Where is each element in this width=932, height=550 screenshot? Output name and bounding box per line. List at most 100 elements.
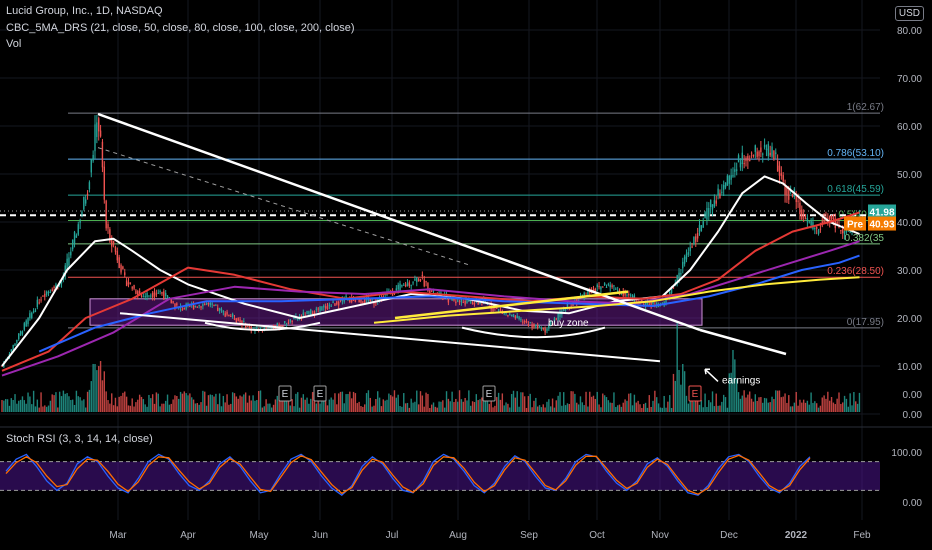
candle <box>421 274 424 276</box>
volume-bar <box>473 402 476 412</box>
candle <box>53 286 55 288</box>
time-axis[interactable]: Mar Apr May Jun Jul Aug Sep Oct Nov Dec 2022 Feb <box>109 530 871 541</box>
candle <box>514 316 517 319</box>
volume-bar <box>728 373 730 412</box>
volume-bar <box>414 401 416 412</box>
volume-bar <box>557 395 559 412</box>
volume-bar <box>509 407 511 412</box>
volume-bar <box>855 401 857 412</box>
volume-bar <box>670 407 673 412</box>
candle <box>337 301 340 306</box>
volume-bar <box>514 397 517 412</box>
candle <box>51 289 53 292</box>
candle <box>244 324 247 329</box>
volume-bar <box>546 401 548 412</box>
candle <box>202 304 204 307</box>
volume-bar <box>122 392 124 412</box>
candle <box>728 175 730 184</box>
candle <box>326 305 329 310</box>
candle <box>689 247 691 252</box>
candle <box>696 233 699 239</box>
candle <box>843 231 846 235</box>
volume-bar <box>525 407 528 412</box>
volume-bar <box>419 391 422 412</box>
volume-bar <box>47 405 50 412</box>
volume-bar <box>773 399 775 412</box>
candle <box>419 279 422 281</box>
volume-bar <box>680 384 682 412</box>
volume-bar <box>18 400 20 412</box>
currency-badge[interactable]: USD <box>894 6 924 21</box>
volume-bar <box>111 393 113 412</box>
volume-bar <box>204 391 206 412</box>
candle <box>395 288 398 291</box>
candle <box>362 301 364 303</box>
volume-bar <box>230 403 232 412</box>
volume-bar <box>319 403 321 412</box>
volume-bar <box>765 398 768 412</box>
volume-bar <box>137 399 139 412</box>
candle <box>817 230 820 234</box>
candle <box>358 298 360 303</box>
candle <box>228 314 230 317</box>
volume-bar <box>410 398 412 412</box>
candle <box>127 282 130 285</box>
volume-bar <box>120 395 122 412</box>
volume-bar <box>659 407 662 412</box>
volume-bar <box>64 393 66 412</box>
stoch-rsi-title[interactable]: Stoch RSI (3, 3, 14, 14, close) <box>6 433 153 445</box>
ma-50-line <box>1 211 860 372</box>
volume-bar <box>550 406 552 412</box>
candle <box>713 200 716 207</box>
candle <box>563 307 565 312</box>
rsi-d-line <box>5 454 811 495</box>
volume-bar <box>45 406 48 412</box>
volume-bar <box>164 400 167 412</box>
volume-label[interactable]: Vol <box>6 38 22 50</box>
volume-bar <box>693 401 695 412</box>
candle <box>717 188 719 196</box>
volume-bar <box>814 401 816 412</box>
candle <box>830 216 833 219</box>
fib-label: 0.236(28.50) <box>827 266 884 277</box>
candle <box>12 345 14 350</box>
candle <box>332 301 334 303</box>
candle <box>773 150 775 160</box>
candle <box>499 310 502 312</box>
price-axis[interactable]: 80.00 70.00 60.00 50.00 40.00 30.00 20.00 10.00… <box>891 26 922 509</box>
candle <box>518 316 520 320</box>
candle <box>315 308 318 310</box>
price-tick-label: 70.00 <box>897 74 922 85</box>
candles <box>1 114 861 368</box>
volume-bar <box>767 402 770 412</box>
candle <box>743 163 745 165</box>
buy-zone-label: buy zone <box>548 318 589 329</box>
candle <box>458 301 461 303</box>
candle <box>416 277 418 283</box>
volume-bar <box>592 395 595 412</box>
volume-bar <box>369 397 371 412</box>
volume-bar <box>743 390 745 412</box>
candle <box>693 237 695 244</box>
candle <box>131 287 133 289</box>
candle <box>79 220 81 223</box>
candle <box>507 314 509 316</box>
candle <box>233 318 236 320</box>
volume-bar <box>395 397 398 412</box>
volume-bar <box>531 407 533 412</box>
candle <box>669 291 671 297</box>
volume-bar <box>829 400 831 412</box>
premarket-badge <box>844 216 866 231</box>
earnings-marker <box>482 385 496 402</box>
candle <box>73 231 76 244</box>
indicator-label[interactable]: CBC_5MA_DRS (21, close, 50, close, 80, c… <box>6 22 355 34</box>
candle <box>680 272 682 275</box>
rsi-k-line <box>5 453 811 497</box>
volume-bar <box>819 405 822 412</box>
volume-bar <box>151 394 154 412</box>
candle <box>749 159 751 161</box>
volume-bar <box>19 399 22 412</box>
candle <box>96 122 98 138</box>
volume-bar <box>749 391 751 412</box>
